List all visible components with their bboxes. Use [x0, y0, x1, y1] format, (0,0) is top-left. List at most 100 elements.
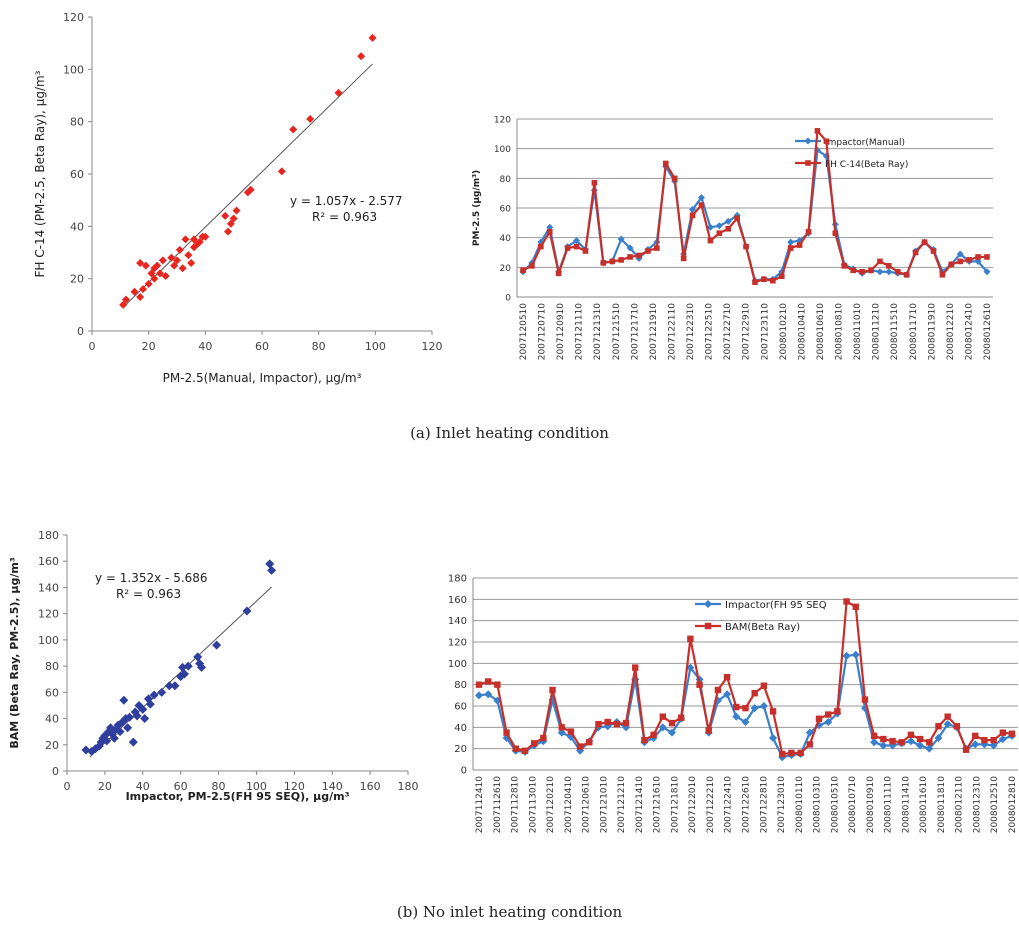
data-point [529, 263, 535, 269]
x-tick-label: 2007121110 [575, 303, 585, 361]
data-point [725, 225, 732, 232]
data-point [555, 270, 562, 277]
data-point [975, 254, 981, 260]
y-tick-label: 60 [45, 686, 59, 699]
x-tick-label: 2007122910 [742, 303, 752, 361]
data-point [944, 713, 951, 720]
x-tick-label: 2007121310 [593, 303, 603, 361]
x-tick-label: 2008012510 [990, 776, 1000, 834]
y-tick-label: 100 [63, 63, 84, 76]
x-tick-label: 2008012810 [1008, 776, 1018, 834]
data-point [145, 699, 155, 709]
data-point [141, 261, 150, 270]
data-point [779, 750, 786, 758]
data-point [898, 739, 905, 746]
data-point [741, 718, 750, 726]
data-point [494, 681, 501, 688]
data-point [170, 681, 180, 691]
y-tick-label: 120 [494, 116, 511, 126]
x-tick-label: 2008011910 [927, 303, 937, 361]
data-point [617, 235, 625, 243]
data-point [934, 734, 943, 742]
x-tick-label: 20 [142, 340, 156, 353]
x-tick-label: 2007121010 [599, 776, 609, 834]
data-point [879, 741, 888, 750]
data-point [119, 695, 129, 705]
data-point [181, 235, 190, 244]
data-point [179, 669, 189, 679]
y-tick-label: 40 [70, 220, 84, 233]
data-point [195, 238, 204, 247]
y-tick-label: 80 [500, 175, 512, 185]
x-tick-label: 2007120510 [519, 303, 529, 361]
data-point [157, 687, 167, 697]
x-tick-label: 40 [136, 780, 150, 793]
data-point [242, 606, 252, 616]
scatter-panel-b: 0 20 40 60 80 100 120 140 160 180 0 20 40 60 80 100 120 1… [0, 520, 425, 840]
data-point [221, 211, 230, 220]
legend-marker [804, 137, 812, 145]
data-point [306, 115, 315, 124]
data-point [540, 734, 547, 742]
data-point [715, 222, 723, 230]
data-point [96, 737, 106, 747]
series-line [522, 148, 988, 282]
data-point [226, 219, 235, 228]
data-point [989, 741, 998, 750]
data-point [815, 721, 824, 730]
data-point [582, 248, 589, 254]
data-point [136, 258, 145, 267]
data-point [167, 253, 176, 262]
data-point [734, 215, 740, 222]
x-tick-label: 2007121210 [617, 776, 627, 834]
data-point [138, 704, 148, 714]
data-point [512, 745, 519, 752]
data-point [868, 267, 874, 274]
y-tick-label: 140 [448, 616, 467, 627]
y-tick-label: 120 [448, 638, 467, 649]
data-point [850, 267, 856, 274]
y-tick-label: 40 [454, 723, 467, 734]
x-tick-label: 2008010810 [835, 303, 845, 361]
data-point [834, 708, 841, 715]
legend-label: Impactor(FH 95 SEQ [725, 600, 827, 611]
data-point [752, 279, 758, 285]
x-tick-label: 180 [398, 780, 419, 793]
x-tick-label: 2008012210 [946, 303, 956, 361]
x-tick-label: 100 [365, 340, 386, 353]
data-point [788, 749, 795, 757]
data-point [190, 235, 198, 244]
data-point [645, 248, 651, 254]
x-tick-label: 120 [422, 340, 443, 353]
data-point [751, 690, 758, 697]
scatter-chart-a: 0 20 40 60 80 100 120 0 20 40 60 80 100 120 y = 1.057x… [33, 11, 443, 385]
data-point [886, 263, 892, 269]
data-point [907, 731, 915, 738]
data-point [832, 230, 839, 237]
data-point [530, 740, 538, 747]
line-panel-b: 0 20 40 60 80 100 120 140 160 180 2007112410 200711… [435, 565, 1019, 870]
data-point [814, 128, 821, 134]
x-tick-label: 2007121410 [635, 776, 645, 834]
data-point [761, 276, 767, 282]
x-tick-label: 0 [64, 780, 71, 793]
x-tick-label: 2008012410 [964, 303, 974, 361]
data-point [178, 264, 187, 273]
x-tick-label: 2008011610 [919, 776, 929, 834]
data-point [136, 292, 145, 301]
x-tick-label: 80 [212, 780, 226, 793]
data-point [156, 269, 164, 278]
data-point [267, 565, 277, 575]
data-point [842, 651, 851, 660]
data-point [889, 738, 896, 745]
data-point [109, 733, 119, 743]
data-point [930, 248, 937, 254]
data-point [706, 223, 714, 231]
y-tick-label: 100 [494, 145, 511, 155]
data-point [998, 735, 1007, 744]
data-point [576, 743, 584, 750]
data-point [724, 217, 732, 225]
data-point [966, 257, 972, 263]
x-tick-label: 2008010610 [816, 303, 826, 361]
y-tick-label: 120 [63, 11, 84, 24]
